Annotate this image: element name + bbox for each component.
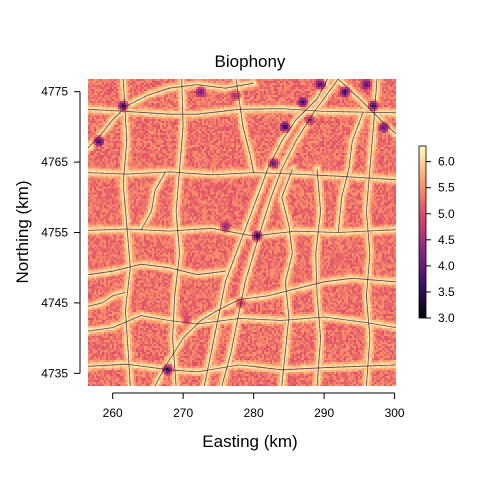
chart-title: Biophony xyxy=(215,52,286,71)
road-line-13 xyxy=(154,277,396,386)
y-axis-title: Northing (km) xyxy=(13,181,32,284)
x-axis: 260 270 280 290 300 xyxy=(103,392,405,420)
colorbar-tick-label: 4.5 xyxy=(438,233,455,247)
y-tick-label: 4775 xyxy=(41,85,68,99)
x-tick-label: 260 xyxy=(103,406,123,420)
x-tick-label: 300 xyxy=(385,406,405,420)
road-line-0 xyxy=(88,171,396,181)
road-line-3 xyxy=(88,315,396,332)
road-line-9 xyxy=(315,169,322,386)
road-line-5 xyxy=(203,79,328,386)
road-line-16 xyxy=(140,171,166,231)
colorbar-tick-label: 3.0 xyxy=(438,311,455,325)
y-axis: 4735 4745 4755 4765 4775 xyxy=(41,85,81,380)
road-line-14 xyxy=(88,263,226,276)
x-tick-label: 270 xyxy=(173,406,193,420)
colorbar-ticks: 6.0 5.5 5.0 4.5 4.0 3.5 3.0 xyxy=(426,155,455,325)
road-line-10 xyxy=(365,79,378,386)
road-line-6 xyxy=(221,79,339,386)
colorbar-tick-label: 6.0 xyxy=(438,155,455,169)
colorbar-tick-label: 5.0 xyxy=(438,207,455,221)
y-tick-label: 4755 xyxy=(41,226,68,240)
x-tick-label: 280 xyxy=(244,406,264,420)
road-line-19 xyxy=(88,292,126,307)
colorbar: 6.0 5.5 5.0 4.5 4.0 3.5 3.0 xyxy=(418,145,455,325)
colorbar-gradient xyxy=(418,145,427,319)
y-tick-label: 4745 xyxy=(41,296,68,310)
road-line-17 xyxy=(337,112,364,233)
heatmap-raster xyxy=(88,79,396,386)
y-tick-label: 4765 xyxy=(41,155,68,169)
road-line-15 xyxy=(281,168,293,386)
colorbar-tick-label: 4.0 xyxy=(438,259,455,273)
road-line-4 xyxy=(88,363,396,373)
plot-area xyxy=(88,79,396,386)
road-line-18 xyxy=(235,79,254,173)
road-line-8 xyxy=(172,79,184,386)
colorbar-tick-label: 3.5 xyxy=(438,285,455,299)
road-line-11 xyxy=(88,82,254,149)
road-line-12 xyxy=(337,79,396,135)
x-tick-label: 290 xyxy=(314,406,334,420)
road-line-2 xyxy=(88,227,396,237)
road-network-layer xyxy=(88,79,396,386)
road-line-1 xyxy=(88,108,396,115)
x-axis-title: Easting (km) xyxy=(202,432,297,451)
road-line-7 xyxy=(122,79,131,386)
colorbar-tick-label: 5.5 xyxy=(438,181,455,195)
y-tick-label: 4735 xyxy=(41,366,68,380)
